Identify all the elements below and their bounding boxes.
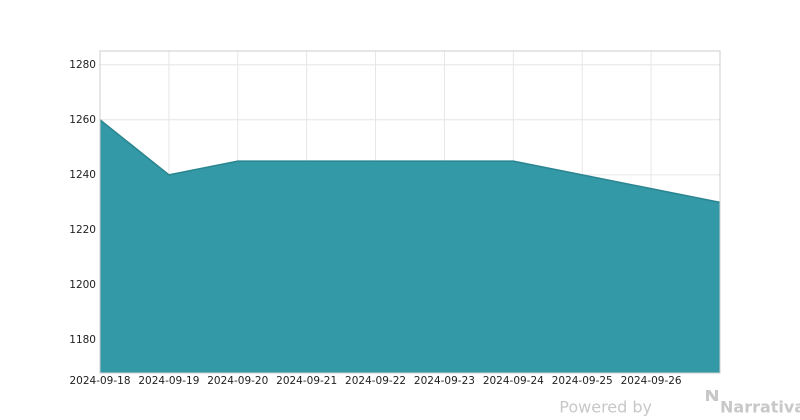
x-tick-label: 2024-09-18 [69, 375, 130, 387]
brand-logo [706, 390, 718, 401]
y-tick-label: 1180 [69, 334, 96, 346]
x-tick-label: 2024-09-23 [414, 375, 475, 387]
x-tick-label: 2024-09-21 [276, 375, 337, 387]
x-tick-label: 2024-09-25 [552, 375, 613, 387]
y-tick-label: 1280 [69, 59, 96, 71]
powered-by: Powered by [559, 398, 652, 417]
brand-name: Narrativa [720, 398, 800, 417]
y-tick-label: 1260 [69, 114, 96, 126]
area [100, 119, 720, 373]
y-tick-label: 1240 [69, 169, 96, 181]
plot-frame [99, 50, 721, 374]
x-tick-label: 2024-09-26 [621, 375, 682, 387]
y-tick-label: 1220 [69, 224, 96, 236]
x-tick-label: 2024-09-20 [207, 375, 268, 387]
x-tick-label: 2024-09-19 [138, 375, 199, 387]
y-tick-label: 1200 [69, 279, 96, 291]
x-tick-label: 2024-09-24 [483, 375, 544, 387]
x-tick-label: 2024-09-22 [345, 375, 406, 387]
area-line [99, 119, 721, 204]
